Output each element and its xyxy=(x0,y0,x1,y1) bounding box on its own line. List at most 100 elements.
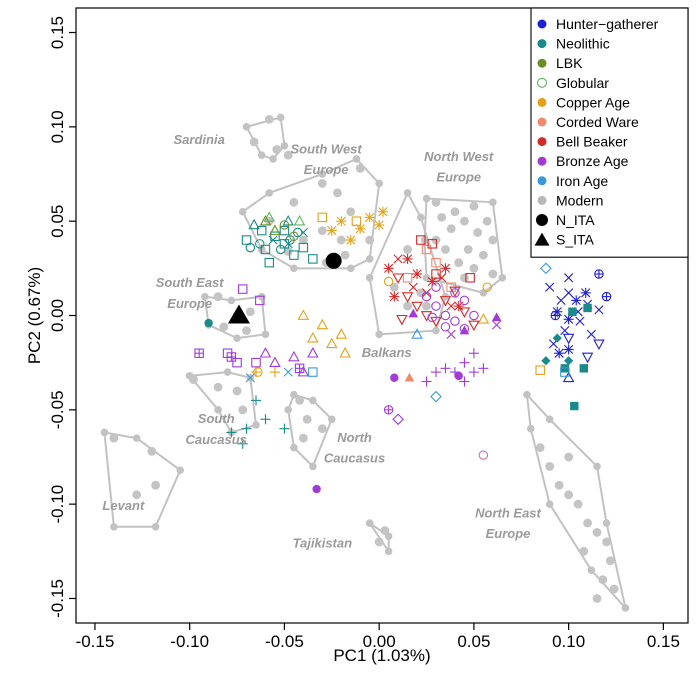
point-neolithic-shape xyxy=(256,225,267,236)
point-neolithic xyxy=(583,303,592,313)
modern-point xyxy=(446,224,456,234)
point-s-ita xyxy=(227,304,250,324)
point-neolithic xyxy=(264,257,275,268)
hull-north-west-europe-vertex xyxy=(422,194,431,203)
legend-icon xyxy=(537,117,547,127)
region-label: Caucasus xyxy=(324,451,385,466)
point-bronze-age xyxy=(427,312,437,323)
point-neolithic xyxy=(270,231,280,242)
point-neolithic xyxy=(248,218,260,230)
point-iron-age xyxy=(308,367,318,377)
legend-icon xyxy=(537,195,547,205)
modern-point xyxy=(573,499,583,509)
legend-icon xyxy=(537,39,547,49)
point-bronze-age xyxy=(232,357,242,368)
point-copper-age xyxy=(335,328,348,339)
modern-point xyxy=(605,556,615,566)
modern-point xyxy=(213,382,223,392)
point-lbk xyxy=(289,231,299,242)
region-label: Caucasus xyxy=(185,432,246,447)
point-hunter-gatherer xyxy=(554,348,565,359)
region-label: Balkans xyxy=(362,345,412,360)
hull-south-caucasus-vertex xyxy=(214,406,222,414)
point-copper-age-shape xyxy=(317,212,328,223)
hull-south-east-europe-vertex xyxy=(233,334,241,342)
point-bronze-age-shape xyxy=(431,301,441,311)
modern-point xyxy=(374,537,384,547)
hull-levant-vertex xyxy=(176,466,185,474)
hull-south-west-europe-vertex xyxy=(265,189,274,197)
point-hunter-gatherer xyxy=(550,310,561,321)
point-bell-beaker-stroke xyxy=(393,254,403,264)
point-bronze-age xyxy=(468,348,479,359)
point-copper-age xyxy=(297,309,310,320)
point-iron-age-shape xyxy=(560,367,570,377)
point-iron-age-stroke xyxy=(283,367,293,377)
modern-point xyxy=(460,273,469,283)
point-copper-age-shape xyxy=(477,313,490,324)
point-bronze-age xyxy=(307,347,319,358)
point-bronze-age xyxy=(390,373,399,382)
point-bell-beaker-stroke xyxy=(437,273,447,283)
point-lbk xyxy=(279,220,290,230)
hull-sardinia-vertex xyxy=(280,141,289,150)
hull-levant-vertex xyxy=(132,434,141,442)
point-bell-beaker xyxy=(449,286,461,298)
point-copper-age-shape xyxy=(335,328,348,339)
point-copper-age-shape xyxy=(307,331,319,343)
hull-balkans-vertex xyxy=(403,189,412,197)
point-n-ita-shape xyxy=(325,252,342,269)
point-hunter-gatherer xyxy=(571,295,582,306)
point-hunter-gatherer xyxy=(601,291,612,302)
point-bronze-age-shape xyxy=(459,325,470,335)
hull-sardinia-vertex xyxy=(257,151,266,159)
modern-point xyxy=(441,245,450,254)
modern-point xyxy=(469,201,479,211)
modern-point xyxy=(336,235,346,245)
legend: Hunter−gatherer Neolithic LBK Globular Coppe… xyxy=(530,7,689,258)
point-bell-beaker xyxy=(402,253,413,264)
point-neolithic-stroke xyxy=(283,239,293,249)
point-bell-beaker-shape xyxy=(420,311,433,322)
legend-label: S_ITA xyxy=(556,232,595,248)
point-bronze-age xyxy=(468,367,479,378)
point-copper-age xyxy=(345,234,356,246)
hull-south-east-europe-vertex xyxy=(201,292,209,301)
point-copper-age xyxy=(339,347,351,358)
point-neolithic-shape xyxy=(264,257,275,268)
hull-south-west-europe-vertex xyxy=(375,179,383,188)
hull-levant-vertex xyxy=(151,522,160,531)
point-hunter-gatherer-stroke xyxy=(586,329,596,339)
legend-label: Hunter−gatherer xyxy=(556,16,659,32)
point-bronze-age xyxy=(431,301,441,311)
hull-north-west-europe-vertex xyxy=(489,198,497,207)
point-bronze-age xyxy=(440,363,451,374)
point-lbk-shape xyxy=(289,231,299,242)
hull-north-east-europe-vertex xyxy=(545,500,554,508)
point-iron-age-shape xyxy=(411,328,423,339)
x-tick-label: 0.00 xyxy=(363,632,396,651)
point-neolithic xyxy=(289,250,299,260)
point-bronze-age xyxy=(383,405,394,415)
point-bell-beaker xyxy=(440,263,451,274)
point-hunter-gatherer-stroke xyxy=(560,326,570,336)
point-bronze-age xyxy=(297,365,310,377)
point-bronze-age-shape xyxy=(427,312,437,323)
point-corded-ware xyxy=(421,244,432,255)
point-bell-beaker xyxy=(465,273,475,283)
modern-point xyxy=(422,301,431,311)
region-label: South East xyxy=(156,275,225,290)
point-hunter-gatherer xyxy=(594,269,604,279)
point-bell-beaker xyxy=(458,307,471,318)
point-corded-ware-shape xyxy=(404,372,415,382)
hull-north-east-europe-vertex xyxy=(523,390,531,399)
point-bronze-age xyxy=(450,316,460,326)
point-neolithic-shape xyxy=(308,254,318,264)
point-copper-age xyxy=(316,318,329,330)
point-bronze-age-shape xyxy=(478,450,489,460)
modern-point xyxy=(463,245,473,254)
modern-point xyxy=(403,245,412,254)
hull-north-caucasus-vertex xyxy=(309,396,317,405)
y-tick-label: -0.05 xyxy=(48,390,67,429)
hull-sardinia-vertex xyxy=(269,155,277,163)
